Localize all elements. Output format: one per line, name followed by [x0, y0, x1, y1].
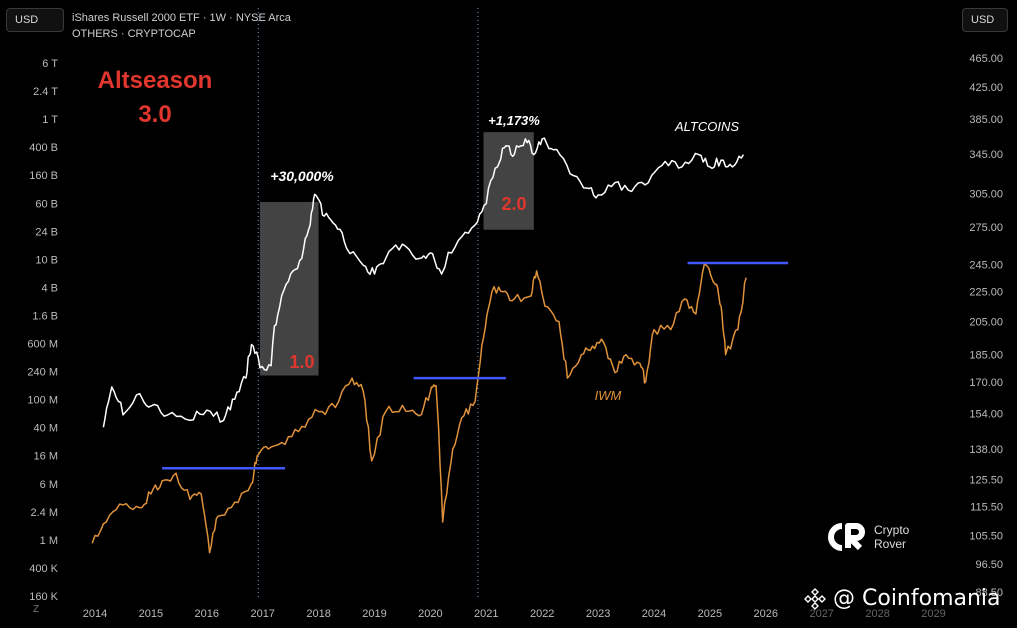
right-axis-tick: 96.50	[975, 559, 1003, 571]
left-axis-tick: 2.4 M	[30, 507, 58, 519]
currency-button-right[interactable]: USD	[962, 8, 1008, 32]
highlight-box-2	[483, 132, 534, 230]
left-axis-tick: 1 M	[40, 535, 58, 547]
left-axis-tick: 6 T	[42, 58, 58, 70]
x-tick-label: 2021	[474, 608, 498, 620]
brand-name-line2: Rover	[874, 537, 907, 551]
watermark: @ Coinfomania	[803, 586, 1001, 611]
left-axis-tick: 24 B	[35, 226, 58, 238]
right-axis-tick: 115.50	[970, 501, 1003, 513]
right-axis-tick: 138.00	[969, 444, 1003, 456]
x-tick-label: 2017	[250, 608, 274, 620]
left-axis-tick: 240 M	[27, 367, 58, 379]
x-tick-label: 2018	[306, 608, 330, 620]
x-tick-label: 2024	[642, 608, 666, 620]
left-axis-tick: 10 B	[35, 254, 58, 266]
zoom-button[interactable]: Z	[32, 604, 40, 615]
iwm-label: IWM	[595, 388, 622, 403]
left-axis-tick: 600 M	[27, 339, 58, 351]
symbol-line: iShares Russell 2000 ETF · 1W · NYSE Arc…	[72, 12, 291, 24]
right-axis-tick: 425.00	[969, 82, 1003, 94]
box-label-1: 1.0	[289, 352, 314, 372]
pct-label-2: +1,173%	[488, 113, 540, 128]
right-axis-tick: 385.00	[969, 114, 1003, 126]
left-axis-tick: 2.4 T	[33, 86, 58, 98]
left-axis-tick: 100 M	[27, 395, 58, 407]
right-axis-tick: 245.00	[969, 259, 1003, 271]
x-tick-label: 2020	[418, 608, 442, 620]
x-tick-label: 2019	[362, 608, 386, 620]
left-axis-tick: 1 T	[42, 114, 58, 126]
x-tick-label: 2022	[530, 608, 554, 620]
right-axis-tick: 105.50	[969, 530, 1003, 542]
left-axis-tick: 40 M	[34, 423, 58, 435]
left-axis-tick: 6 M	[40, 479, 58, 491]
altcoins-label: ALTCOINS	[674, 119, 739, 134]
x-tick-label: 2023	[586, 608, 610, 620]
right-axis-tick: 345.00	[969, 149, 1003, 161]
right-axis-tick: 205.00	[969, 317, 1003, 329]
brand-name-line1: Crypto	[874, 523, 910, 537]
right-axis-tick: 154.00	[969, 409, 1003, 421]
left-axis-tick: 160 K	[29, 591, 58, 603]
left-axis-tick: 16 M	[34, 451, 58, 463]
right-axis-tick: 305.00	[969, 189, 1003, 201]
left-axis-tick: 60 B	[35, 198, 58, 210]
left-axis-tick: 1.6 B	[32, 310, 58, 322]
binance-diamond-icon	[804, 587, 826, 610]
right-axis-tick: 88.50	[975, 587, 1003, 599]
x-tick-label: 2029	[921, 608, 945, 620]
iwm-series-line	[91, 263, 747, 554]
altseason-title-line1: Altseason	[98, 67, 213, 94]
right-axis-tick: 275.00	[969, 222, 1003, 234]
comparison-symbol-line: OTHERS · CRYPTOCAP	[72, 28, 196, 40]
x-tick-label: 2026	[754, 608, 778, 620]
left-axis-tick: 4 B	[41, 282, 58, 294]
altseason-title-line2: 3.0	[138, 101, 171, 128]
x-tick-label: 2027	[809, 608, 833, 620]
currency-button-left[interactable]: USD	[6, 8, 64, 32]
left-axis-tick: 400 K	[29, 563, 58, 575]
watermark-text: @ Coinfomania	[833, 586, 1001, 611]
box-label-2: 2.0	[501, 194, 526, 214]
altcoins-series-line	[102, 137, 745, 428]
x-tick-label: 2015	[139, 608, 163, 620]
x-tick-label: 2016	[195, 608, 219, 620]
crypto-rover-brand: Crypto Rover	[826, 522, 909, 552]
x-tick-label: 2028	[865, 608, 889, 620]
x-tick-label: 2014	[83, 608, 107, 620]
right-axis-tick: 465.00	[969, 53, 1003, 65]
left-axis-tick: 400 B	[29, 142, 58, 154]
right-axis-tick: 125.50	[969, 475, 1003, 487]
x-tick-label: 2025	[698, 608, 722, 620]
right-axis-tick: 185.00	[969, 350, 1003, 362]
pct-label-1: +30,000%	[270, 168, 334, 184]
crypto-rover-logo-icon	[828, 523, 865, 551]
left-axis-tick: 160 B	[29, 170, 58, 182]
right-axis-tick: 225.00	[969, 287, 1003, 299]
right-axis-tick: 170.00	[969, 377, 1003, 389]
